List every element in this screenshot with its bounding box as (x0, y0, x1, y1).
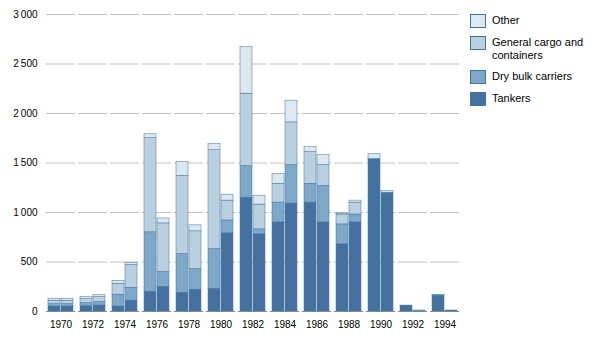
svg-text:500: 500 (21, 256, 38, 267)
svg-text:3 000: 3 000 (13, 9, 38, 20)
html-text:Other: Other (492, 14, 520, 26)
svg-text:1970: 1970 (50, 319, 73, 330)
svg-text:1986: 1986 (306, 319, 329, 330)
svg-text:1974: 1974 (114, 319, 137, 330)
html-text:Tankers: Tankers (492, 92, 531, 105)
svg-text:0: 0 (32, 306, 38, 317)
html-text:General cargo and containers: General cargo and containers (492, 36, 584, 62)
svg-text:1978: 1978 (178, 319, 201, 330)
html-text:Dry bulk carriers: Dry bulk carriers (492, 70, 573, 83)
svg-text:1 500: 1 500 (13, 157, 38, 168)
svg-text:1 000: 1 000 (13, 207, 38, 218)
svg-text:1988: 1988 (338, 319, 361, 330)
svg-text:1976: 1976 (146, 319, 169, 330)
svg-text:2 500: 2 500 (13, 58, 38, 69)
svg-text:1992: 1992 (402, 319, 425, 330)
svg-text:2 000: 2 000 (13, 108, 38, 119)
svg-text:1990: 1990 (370, 319, 393, 330)
svg-text:1994: 1994 (434, 319, 457, 330)
svg-text:1982: 1982 (242, 319, 265, 330)
svg-text:1980: 1980 (210, 319, 233, 330)
svg-text:1984: 1984 (274, 319, 297, 330)
svg-text:1972: 1972 (82, 319, 105, 330)
